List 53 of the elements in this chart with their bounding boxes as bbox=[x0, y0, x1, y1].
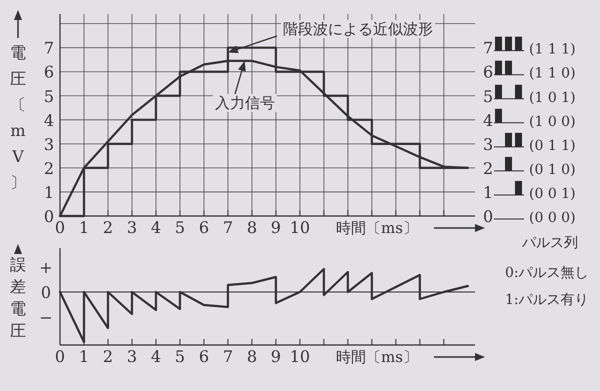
x-tick-label: 5 bbox=[174, 218, 186, 237]
x-tick-label: 10 bbox=[290, 347, 310, 366]
x-tick-label: 7 bbox=[222, 218, 234, 237]
text: (0 0 0) bbox=[529, 210, 576, 226]
y-axis-title: 電圧〔mV〕 bbox=[10, 43, 26, 192]
x-axis-title: 時間〔ms〕 bbox=[336, 219, 418, 237]
y2-tick-label: 7 bbox=[483, 38, 494, 58]
y-tick-label: 5 bbox=[44, 86, 54, 106]
x-tick-label: 3 bbox=[126, 347, 138, 366]
x-tick-label: 9 bbox=[270, 218, 281, 237]
x-tick-label: 3 bbox=[126, 218, 138, 237]
x-tick-label: 9 bbox=[270, 347, 281, 366]
y-tick-label: 3 bbox=[44, 134, 54, 154]
x-tick-label: 7 bbox=[222, 347, 234, 366]
annotation: 入力信号 bbox=[215, 94, 275, 112]
text: − bbox=[39, 308, 53, 327]
x-tick-label: 4 bbox=[150, 347, 162, 366]
text: (0 1 1) bbox=[529, 138, 576, 154]
y2-tick-label: 2 bbox=[483, 158, 494, 178]
y2-tick-label: 1 bbox=[483, 182, 494, 202]
y-axis-title: 誤差電圧 bbox=[10, 255, 26, 340]
x-tick-label: 5 bbox=[174, 347, 186, 366]
x-tick-label: 6 bbox=[198, 218, 210, 237]
y-tick-label: 1 bbox=[44, 182, 54, 202]
text: パルス列 bbox=[521, 235, 578, 251]
y2-tick-label: 5 bbox=[483, 86, 494, 106]
text: (1 0 0) bbox=[529, 114, 576, 130]
y2-tick-label: 3 bbox=[483, 134, 494, 154]
y-tick-label: 6 bbox=[44, 62, 54, 82]
y2-tick-label: 6 bbox=[483, 62, 494, 82]
text: 0:パルス無し bbox=[505, 265, 589, 281]
x-tick-label: 2 bbox=[102, 347, 114, 366]
y-tick-label: 4 bbox=[44, 110, 54, 130]
text: (1 1 1) bbox=[529, 42, 576, 58]
x-tick-label: 1 bbox=[78, 347, 90, 366]
y2-tick-label: 4 bbox=[483, 110, 494, 130]
text: 1:パルス有り bbox=[505, 292, 589, 308]
x-tick-label: 2 bbox=[102, 218, 114, 237]
x-tick-label: 4 bbox=[150, 218, 162, 237]
x-tick-label: 10 bbox=[290, 218, 310, 237]
text: (0 0 1) bbox=[529, 186, 576, 202]
text: (1 0 1) bbox=[529, 90, 576, 106]
x-tick-label: 6 bbox=[198, 347, 210, 366]
text: (0 1 0) bbox=[529, 162, 576, 178]
y-tick-label: 7 bbox=[44, 38, 54, 58]
text: + bbox=[39, 258, 53, 277]
annotation: 階段波による近似波形 bbox=[283, 20, 433, 38]
y-tick-label: 2 bbox=[44, 158, 54, 178]
x-axis-title: 時間〔ms〕 bbox=[336, 348, 418, 366]
x-tick-label: 8 bbox=[246, 218, 257, 237]
x-tick-label: 8 bbox=[246, 347, 257, 366]
x-tick-label: 1 bbox=[78, 218, 90, 237]
text: (1 1 0) bbox=[529, 66, 576, 82]
